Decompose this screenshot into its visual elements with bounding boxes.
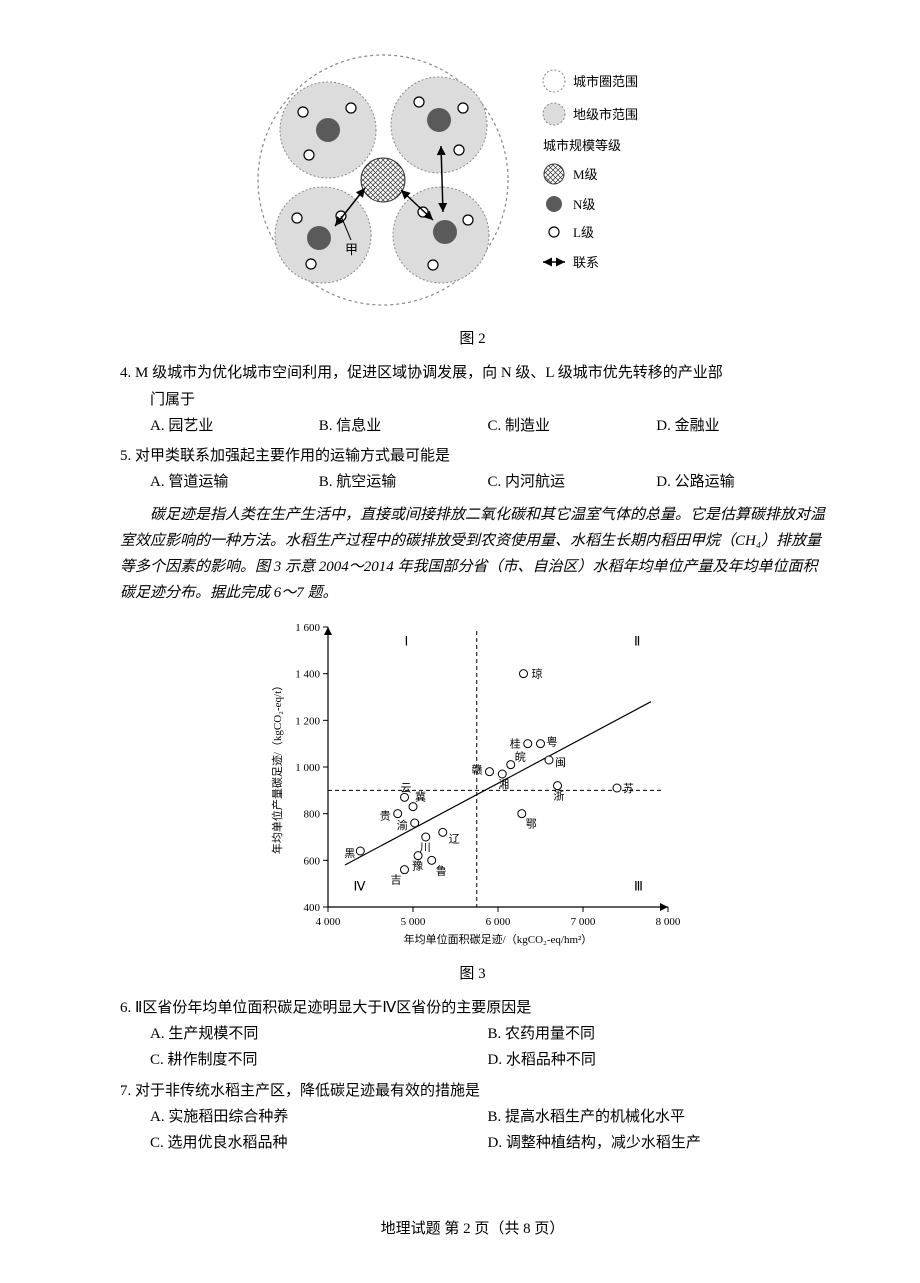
passage-carbon: 碳足迹是指人类在生产生活中，直接或间接排放二氧化碳和其它温室气体的总量。它是估算… <box>120 502 825 607</box>
figure-2-caption: 图 2 <box>120 326 825 352</box>
jia-label: 甲 <box>345 242 358 257</box>
svg-text:湘: 湘 <box>498 777 509 791</box>
svg-text:浙: 浙 <box>553 789 564 802</box>
question-7: 7. 对于非传统水稻主产区，降低碳足迹最有效的措施是 A. 实施稻田综合种养 B… <box>120 1078 825 1157</box>
svg-text:鄂: 鄂 <box>525 817 536 830</box>
svg-text:吉: 吉 <box>390 873 401 886</box>
svg-text:鲁: 鲁 <box>435 863 446 877</box>
svg-text:7 000: 7 000 <box>570 916 595 928</box>
svg-text:年均单位产量碳足迹/（kgCO₂-eq/t）: 年均单位产量碳足迹/（kgCO₂-eq/t） <box>270 679 284 853</box>
svg-text:苏: 苏 <box>623 782 634 795</box>
question-4: 4. M 级城市为优化城市空间利用，促进区域协调发展，向 N 级、L 级城市优先… <box>120 360 825 439</box>
svg-text:1 000: 1 000 <box>295 762 320 774</box>
q7-opt-b: B. 提高水稻生产的机械化水平 <box>488 1104 826 1130</box>
q4-opt-c: C. 制造业 <box>488 413 657 439</box>
figure-2: 甲 城市圈范围 地级市范围 城市规模等级 M级 N级 L级 联系 <box>120 40 825 320</box>
svg-text:1 200: 1 200 <box>295 715 320 727</box>
q5-opt-c: C. 内河航运 <box>488 469 657 495</box>
q6-opt-b: B. 农药用量不同 <box>488 1021 826 1047</box>
figure-3-caption: 图 3 <box>120 961 825 987</box>
svg-text:1 400: 1 400 <box>295 668 320 680</box>
svg-text:皖: 皖 <box>514 749 525 763</box>
svg-text:年均单位面积碳足迹/（kgCO₂-eq/hm²）: 年均单位面积碳足迹/（kgCO₂-eq/hm²） <box>403 932 592 946</box>
svg-text:贵: 贵 <box>379 809 390 822</box>
q4-stem-l1: 4. M 级城市为优化城市空间利用，促进区域协调发展，向 N 级、L 级城市优先… <box>120 360 825 386</box>
svg-text:城市圈范围: 城市圈范围 <box>573 74 638 89</box>
question-6: 6. Ⅱ区省份年均单位面积碳足迹明显大于Ⅳ区省份的主要原因是 A. 生产规模不同… <box>120 995 825 1074</box>
svg-text:黑: 黑 <box>344 847 355 860</box>
q4-opt-d: D. 金融业 <box>656 413 825 439</box>
q7-opt-c: C. 选用优良水稻品种 <box>150 1130 488 1156</box>
q6-opt-a: A. 生产规模不同 <box>150 1021 488 1047</box>
question-5: 5. 对甲类联系加强起主要作用的运输方式最可能是 A. 管道运输 B. 航空运输… <box>120 443 825 496</box>
svg-text:粤: 粤 <box>546 734 557 748</box>
svg-text:600: 600 <box>303 855 320 867</box>
svg-text:L级: L级 <box>573 225 594 240</box>
svg-text:城市规模等级: 城市规模等级 <box>543 138 621 153</box>
q5-opt-b: B. 航空运输 <box>319 469 488 495</box>
svg-text:豫: 豫 <box>412 859 423 872</box>
svg-text:冀: 冀 <box>415 789 426 803</box>
svg-text:800: 800 <box>303 808 320 820</box>
svg-text:川: 川 <box>419 842 430 854</box>
q4-opt-b: B. 信息业 <box>319 413 488 439</box>
svg-text:渝: 渝 <box>396 818 407 832</box>
svg-text:Ⅱ: Ⅱ <box>634 633 640 648</box>
svg-text:Ⅲ: Ⅲ <box>634 878 643 893</box>
q7-opt-d: D. 调整种植结构，减少水稻生产 <box>488 1130 826 1156</box>
svg-text:地级市范围: 地级市范围 <box>573 107 638 122</box>
svg-text:1 600: 1 600 <box>295 622 320 634</box>
svg-text:M级: M级 <box>573 167 598 182</box>
q6-opt-d: D. 水稻品种不同 <box>488 1047 826 1073</box>
q5-stem: 5. 对甲类联系加强起主要作用的运输方式最可能是 <box>120 443 825 469</box>
svg-text:琼: 琼 <box>531 666 542 680</box>
svg-text:闽: 闽 <box>555 756 566 769</box>
svg-text:6 000: 6 000 <box>485 916 510 928</box>
svg-text:8 000: 8 000 <box>655 916 680 928</box>
svg-text:云: 云 <box>400 782 411 794</box>
q7-stem: 7. 对于非传统水稻主产区，降低碳足迹最有效的措施是 <box>120 1078 825 1104</box>
svg-text:Ⅳ: Ⅳ <box>353 878 365 893</box>
svg-text:5 000: 5 000 <box>400 916 425 928</box>
svg-text:联系: 联系 <box>573 255 599 270</box>
svg-text:辽: 辽 <box>448 832 459 845</box>
q4-stem-l2: 门属于 <box>120 387 825 413</box>
page-footer: 地理试题 第 2 页（共 8 页） <box>120 1216 825 1242</box>
q6-stem: 6. Ⅱ区省份年均单位面积碳足迹明显大于Ⅳ区省份的主要原因是 <box>120 995 825 1021</box>
q5-opt-d: D. 公路运输 <box>656 469 825 495</box>
svg-text:N级: N级 <box>573 197 595 212</box>
q5-opt-a: A. 管道运输 <box>150 469 319 495</box>
svg-text:400: 400 <box>303 902 320 914</box>
svg-text:桂: 桂 <box>509 736 520 750</box>
q7-opt-a: A. 实施稻田综合种养 <box>150 1104 488 1130</box>
q6-opt-c: C. 耕作制度不同 <box>150 1047 488 1073</box>
svg-text:赣: 赣 <box>471 762 482 776</box>
q4-opt-a: A. 园艺业 <box>150 413 319 439</box>
svg-text:Ⅰ: Ⅰ <box>404 633 408 648</box>
svg-text:4 000: 4 000 <box>315 916 340 928</box>
figure-3: 4 000 5 000 6 000 7 000 8 000 400 600 800 1 000 1… <box>120 615 825 955</box>
